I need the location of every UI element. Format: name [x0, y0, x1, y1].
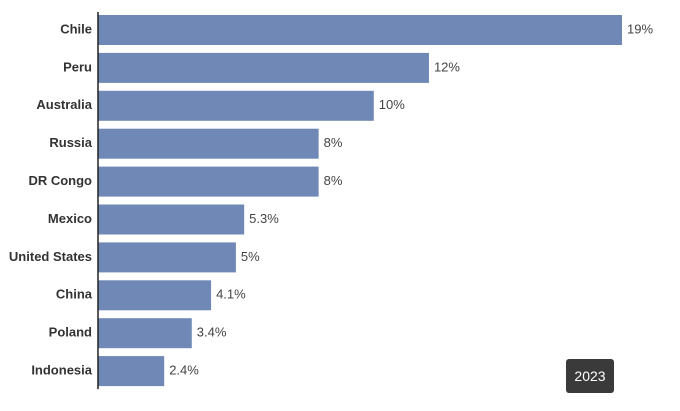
year-badge[interactable]: 2023 [566, 359, 614, 393]
bar-united-states[interactable] [98, 242, 236, 273]
bar-dr-congo[interactable] [98, 166, 319, 197]
value-label: 5% [241, 249, 260, 264]
category-label: Indonesia [31, 363, 92, 378]
category-label: Chile [60, 21, 92, 36]
bar-indonesia[interactable] [98, 356, 165, 387]
value-label: 10% [379, 97, 405, 112]
category-labels-layer: Chile Peru Australia Russia DR Congo Mexico Un… [9, 21, 93, 377]
value-label: 3.4% [197, 325, 227, 340]
category-label: Poland [49, 325, 92, 340]
category-label: DR Congo [28, 173, 92, 188]
bar-peru[interactable] [98, 52, 429, 83]
value-label: 12% [434, 59, 460, 74]
value-label: 4.1% [216, 287, 246, 302]
value-label: 8% [324, 135, 343, 150]
value-label: 5.3% [249, 211, 279, 226]
category-label: China [56, 287, 93, 302]
category-label: Mexico [48, 211, 92, 226]
bar-china[interactable] [98, 280, 212, 311]
bars-layer [98, 15, 622, 387]
bar-poland[interactable] [98, 318, 192, 349]
category-label: Russia [49, 135, 92, 150]
bar-mexico[interactable] [98, 204, 245, 235]
bar-russia[interactable] [98, 128, 319, 159]
value-labels-layer: 19% 12% 10% 8% 8% 5.3% 5% 4.1% 3.4% 2.4% [169, 21, 653, 377]
value-label: 8% [324, 173, 343, 188]
category-label: United States [9, 249, 92, 264]
bar-chile[interactable] [98, 15, 622, 45]
category-label: Peru [63, 59, 92, 74]
bar-australia[interactable] [98, 90, 374, 121]
category-label: Australia [36, 97, 92, 112]
value-label: 19% [627, 21, 653, 36]
value-label: 2.4% [169, 363, 199, 378]
